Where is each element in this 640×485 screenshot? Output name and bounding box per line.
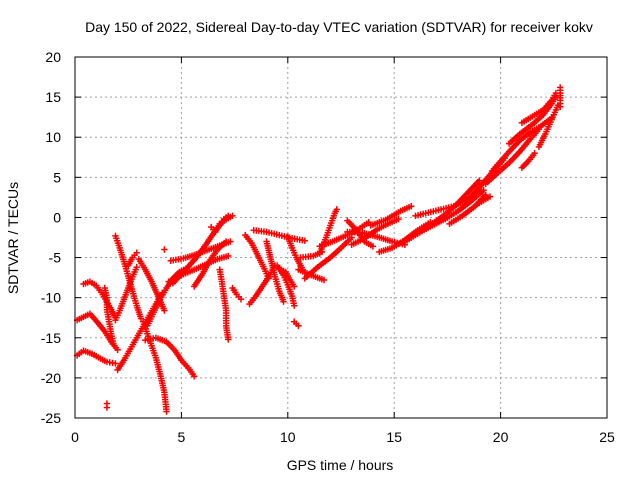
data-points: [73, 84, 564, 415]
y-tick-label: 10: [45, 129, 61, 145]
data-point: [133, 263, 140, 271]
data-point: [161, 246, 168, 253]
data-point: [365, 219, 372, 226]
data-point: [290, 283, 298, 290]
y-tick-label: -20: [41, 370, 61, 386]
x-tick-label: 5: [178, 429, 186, 445]
y-tick-label: -15: [41, 330, 61, 346]
data-point: [103, 404, 111, 411]
data-point: [222, 238, 230, 245]
data-point: [225, 252, 232, 260]
chart-title: Day 150 of 2022, Sidereal Day-to-day VTE…: [85, 19, 593, 35]
data-point: [110, 340, 117, 347]
data-point: [333, 206, 340, 213]
data-point: [225, 336, 232, 343]
data-point: [133, 249, 140, 256]
data-point: [163, 408, 170, 415]
data-point: [531, 150, 538, 157]
data-point: [486, 193, 494, 200]
x-axis-title: GPS time / hours: [287, 457, 394, 473]
data-point: [161, 307, 168, 314]
axis-ticks: 0 5 10 15 20 25 -25 -20 -15 -10 -5 0 5 10 15 20: [41, 49, 615, 445]
data-point: [112, 360, 119, 367]
x-tick-label: 25: [599, 429, 615, 445]
data-point: [301, 237, 309, 244]
data-point: [408, 203, 415, 210]
data-point: [290, 302, 298, 309]
plot-frame: [74, 56, 608, 419]
data-point: [114, 346, 121, 354]
x-tick-label: 15: [386, 429, 402, 445]
y-tick-label: 5: [53, 169, 61, 185]
y-axis-title: SDTVAR / TECUs: [5, 182, 21, 294]
x-tick-label: 0: [71, 429, 79, 445]
x-tick-label: 10: [280, 429, 296, 445]
y-tick-label: -25: [41, 410, 61, 426]
y-tick-label: 20: [45, 49, 61, 65]
data-point: [320, 276, 328, 284]
data-point: [556, 84, 564, 91]
y-tick-label: -5: [49, 250, 62, 266]
data-point: [476, 177, 483, 184]
data-point: [280, 298, 287, 305]
gridlines: [75, 57, 607, 418]
data-point: [237, 296, 245, 303]
data-point: [225, 212, 232, 220]
data-point: [295, 322, 302, 329]
data-point: [395, 215, 402, 223]
y-tick-label: 15: [45, 89, 61, 105]
data-point: [137, 315, 145, 322]
data-point: [190, 373, 198, 380]
data-point: [369, 243, 377, 250]
data-point: [480, 186, 487, 194]
y-tick-label: -10: [41, 290, 61, 306]
x-tick-label: 20: [493, 429, 509, 445]
y-tick-label: 0: [53, 209, 61, 225]
